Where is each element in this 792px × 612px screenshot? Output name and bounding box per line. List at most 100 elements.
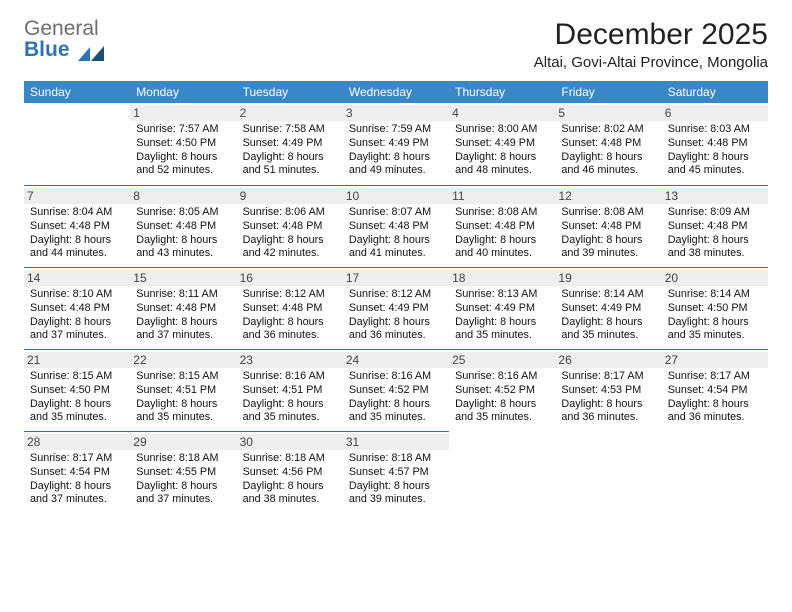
calendar-cell: 10Sunrise: 8:07 AMSunset: 4:48 PMDayligh…	[343, 185, 449, 267]
daylight-line: and 44 minutes.	[30, 247, 124, 261]
daylight-line: Daylight: 8 hours	[136, 151, 230, 165]
daylight-line: and 37 minutes.	[30, 493, 124, 507]
sunset-line: Sunset: 4:55 PM	[136, 466, 230, 480]
day-number: 3	[343, 105, 449, 121]
day-wrap: 9Sunrise: 8:06 AMSunset: 4:48 PMDaylight…	[237, 185, 343, 267]
day-number: 7	[24, 188, 130, 204]
daylight-line: and 37 minutes.	[30, 329, 124, 343]
day-wrap: 5Sunrise: 8:02 AMSunset: 4:48 PMDaylight…	[555, 103, 661, 185]
calendar-cell: 25Sunrise: 8:16 AMSunset: 4:52 PMDayligh…	[449, 349, 555, 431]
daylight-line: Daylight: 8 hours	[561, 151, 655, 165]
calendar-cell: 18Sunrise: 8:13 AMSunset: 4:49 PMDayligh…	[449, 267, 555, 349]
logo-text: General Blue	[24, 18, 104, 61]
sunset-line: Sunset: 4:54 PM	[30, 466, 124, 480]
sunrise-line: Sunrise: 8:13 AM	[455, 288, 549, 302]
calendar-cell	[555, 431, 661, 513]
calendar-cell: 22Sunrise: 8:15 AMSunset: 4:51 PMDayligh…	[130, 349, 236, 431]
day-number: 29	[130, 434, 236, 450]
calendar-cell: 31Sunrise: 8:18 AMSunset: 4:57 PMDayligh…	[343, 431, 449, 513]
calendar-cell: 28Sunrise: 8:17 AMSunset: 4:54 PMDayligh…	[24, 431, 130, 513]
logo: General Blue	[24, 18, 104, 61]
day-number: 23	[237, 352, 343, 368]
daylight-line: and 42 minutes.	[243, 247, 337, 261]
daylight-line: Daylight: 8 hours	[136, 398, 230, 412]
daylight-line: Daylight: 8 hours	[455, 234, 549, 248]
calendar-table: SundayMondayTuesdayWednesdayThursdayFrid…	[24, 81, 768, 513]
calendar-cell: 7Sunrise: 8:04 AMSunset: 4:48 PMDaylight…	[24, 185, 130, 267]
day-number: 11	[449, 188, 555, 204]
daylight-line: Daylight: 8 hours	[668, 151, 762, 165]
calendar-cell: 19Sunrise: 8:14 AMSunset: 4:49 PMDayligh…	[555, 267, 661, 349]
sunrise-line: Sunrise: 8:09 AM	[668, 206, 762, 220]
sunset-line: Sunset: 4:48 PM	[243, 220, 337, 234]
daylight-line: and 49 minutes.	[349, 164, 443, 178]
day-number: 12	[555, 188, 661, 204]
sunrise-line: Sunrise: 8:08 AM	[455, 206, 549, 220]
sunset-line: Sunset: 4:52 PM	[455, 384, 549, 398]
daylight-line: Daylight: 8 hours	[243, 316, 337, 330]
day-wrap: 8Sunrise: 8:05 AMSunset: 4:48 PMDaylight…	[130, 185, 236, 267]
calendar-cell: 15Sunrise: 8:11 AMSunset: 4:48 PMDayligh…	[130, 267, 236, 349]
daylight-line: and 35 minutes.	[243, 411, 337, 425]
day-number: 25	[449, 352, 555, 368]
daylight-line: and 35 minutes.	[561, 329, 655, 343]
sunset-line: Sunset: 4:48 PM	[136, 302, 230, 316]
daylight-line: and 35 minutes.	[455, 329, 549, 343]
daylight-line: and 52 minutes.	[136, 164, 230, 178]
page-title: December 2025	[534, 18, 768, 52]
day-wrap: 25Sunrise: 8:16 AMSunset: 4:52 PMDayligh…	[449, 349, 555, 431]
sunrise-line: Sunrise: 8:16 AM	[243, 370, 337, 384]
sunrise-line: Sunrise: 8:17 AM	[668, 370, 762, 384]
daylight-line: Daylight: 8 hours	[455, 316, 549, 330]
sunrise-line: Sunrise: 8:17 AM	[561, 370, 655, 384]
sunset-line: Sunset: 4:48 PM	[561, 137, 655, 151]
daylight-line: Daylight: 8 hours	[349, 151, 443, 165]
calendar-cell: 12Sunrise: 8:08 AMSunset: 4:48 PMDayligh…	[555, 185, 661, 267]
day-number: 27	[662, 352, 768, 368]
weekday-header: Sunday	[24, 81, 130, 103]
day-wrap: 18Sunrise: 8:13 AMSunset: 4:49 PMDayligh…	[449, 267, 555, 349]
daylight-line: and 40 minutes.	[455, 247, 549, 261]
day-wrap: 7Sunrise: 8:04 AMSunset: 4:48 PMDaylight…	[24, 185, 130, 267]
sunset-line: Sunset: 4:57 PM	[349, 466, 443, 480]
header: General Blue December 2025 Altai, Govi-A…	[24, 18, 768, 71]
daylight-line: Daylight: 8 hours	[30, 316, 124, 330]
day-wrap: 17Sunrise: 8:12 AMSunset: 4:49 PMDayligh…	[343, 267, 449, 349]
day-number: 30	[237, 434, 343, 450]
sunrise-line: Sunrise: 8:15 AM	[30, 370, 124, 384]
daylight-line: Daylight: 8 hours	[30, 398, 124, 412]
calendar-cell	[449, 431, 555, 513]
calendar-cell: 20Sunrise: 8:14 AMSunset: 4:50 PMDayligh…	[662, 267, 768, 349]
sunrise-line: Sunrise: 8:16 AM	[455, 370, 549, 384]
daylight-line: and 35 minutes.	[455, 411, 549, 425]
day-number: 20	[662, 270, 768, 286]
sunrise-line: Sunrise: 8:10 AM	[30, 288, 124, 302]
daylight-line: and 38 minutes.	[668, 247, 762, 261]
daylight-line: Daylight: 8 hours	[136, 316, 230, 330]
sunrise-line: Sunrise: 7:57 AM	[136, 123, 230, 137]
daylight-line: Daylight: 8 hours	[243, 151, 337, 165]
sunrise-line: Sunrise: 8:07 AM	[349, 206, 443, 220]
day-number: 22	[130, 352, 236, 368]
daylight-line: Daylight: 8 hours	[455, 151, 549, 165]
sunset-line: Sunset: 4:48 PM	[561, 220, 655, 234]
day-wrap: 10Sunrise: 8:07 AMSunset: 4:48 PMDayligh…	[343, 185, 449, 267]
sunset-line: Sunset: 4:48 PM	[455, 220, 549, 234]
sunrise-line: Sunrise: 8:18 AM	[349, 452, 443, 466]
sunrise-line: Sunrise: 8:18 AM	[136, 452, 230, 466]
calendar-week-row: 1Sunrise: 7:57 AMSunset: 4:50 PMDaylight…	[24, 103, 768, 185]
sunset-line: Sunset: 4:54 PM	[668, 384, 762, 398]
calendar-cell: 11 Sunrise: 8:08 AMSunset: 4:48 PMDayligh…	[449, 185, 555, 267]
calendar-cell: 14Sunrise: 8:10 AMSunset: 4:48 PMDayligh…	[24, 267, 130, 349]
day-wrap: 13Sunrise: 8:09 AMSunset: 4:48 PMDayligh…	[662, 185, 768, 267]
daylight-line: Daylight: 8 hours	[561, 398, 655, 412]
day-wrap: 31Sunrise: 8:18 AMSunset: 4:57 PMDayligh…	[343, 431, 449, 513]
calendar-cell: 5Sunrise: 8:02 AMSunset: 4:48 PMDaylight…	[555, 103, 661, 185]
day-number: 24	[343, 352, 449, 368]
logo-text-gray: General	[24, 17, 99, 40]
sunrise-line: Sunrise: 8:14 AM	[668, 288, 762, 302]
day-wrap: 2Sunrise: 7:58 AMSunset: 4:49 PMDaylight…	[237, 103, 343, 185]
calendar-cell: 2Sunrise: 7:58 AMSunset: 4:49 PMDaylight…	[237, 103, 343, 185]
daylight-line: Daylight: 8 hours	[561, 316, 655, 330]
day-wrap: 26Sunrise: 8:17 AMSunset: 4:53 PMDayligh…	[555, 349, 661, 431]
